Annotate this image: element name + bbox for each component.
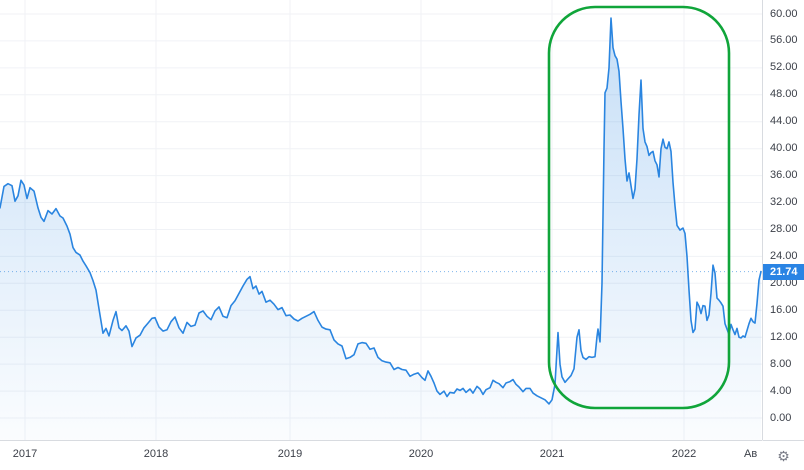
y-tick-label: 8.00	[770, 357, 792, 370]
y-tick-label: 40.00	[770, 142, 798, 155]
chart-svg	[0, 0, 762, 440]
y-tick-label: 20.00	[770, 276, 798, 289]
y-tick-label: 32.00	[770, 196, 798, 208]
area-fill	[0, 18, 761, 440]
x-tick-label: 2022	[671, 448, 697, 460]
y-tick-label: 28.00	[770, 223, 798, 235]
chart-pane[interactable]	[0, 0, 762, 440]
time-axis[interactable]: Ав 2017 2018 2019 2020 2021 2022	[0, 440, 762, 470]
y-tick-label: 56.00	[770, 34, 798, 47]
x-tick-label: 2020	[408, 448, 434, 460]
y-tick-label: 24.00	[770, 249, 798, 262]
y-tick-label: 36.00	[770, 169, 798, 182]
y-tick-label: 4.00	[770, 384, 792, 397]
time-axis-partial-label: Ав	[744, 448, 758, 460]
y-tick-label: 16.00	[770, 303, 798, 316]
x-tick-label: 2019	[277, 448, 303, 460]
current-price-label: 21.74	[763, 263, 804, 280]
axis-corner-cell: ⚙	[762, 440, 804, 470]
highlight-annotation-box[interactable]	[547, 5, 731, 410]
price-line	[0, 17, 762, 405]
x-tick-label: 2021	[539, 448, 565, 460]
x-tick-label: 2017	[12, 448, 38, 460]
price-axis[interactable]: 21.74 60.00 56.00 52.00 48.00 44.00 40.00 36.0…	[762, 0, 804, 440]
settings-gear-icon[interactable]: ⚙	[777, 447, 790, 464]
y-tick-label: 44.00	[770, 115, 798, 128]
y-tick-label: 0.00	[770, 411, 792, 424]
y-tick-label: 60.00	[770, 7, 798, 20]
y-tick-label: 48.00	[770, 88, 798, 101]
x-tick-label: 2018	[143, 448, 169, 460]
y-tick-label: 52.00	[770, 61, 798, 74]
y-tick-label: 12.00	[770, 330, 798, 343]
